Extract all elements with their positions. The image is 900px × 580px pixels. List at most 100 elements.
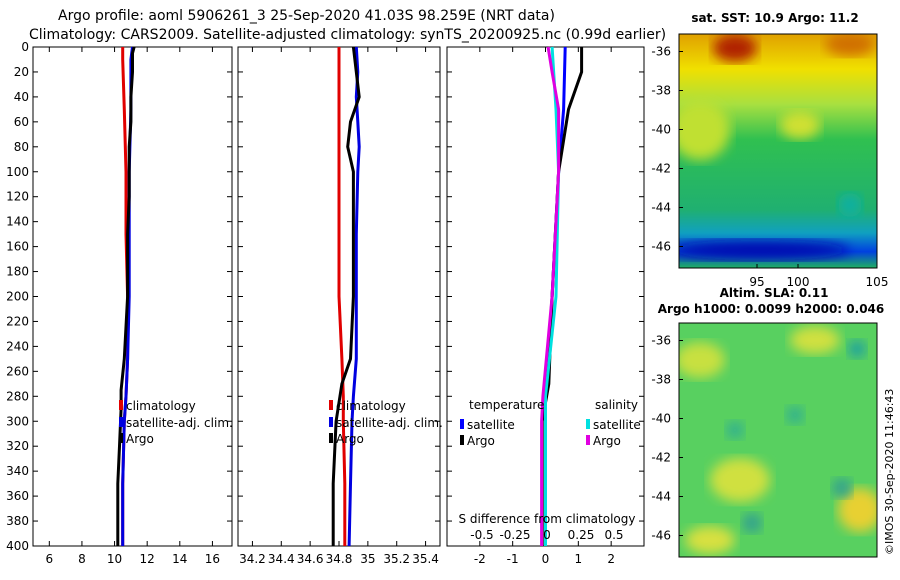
plot-frame (32, 46, 233, 547)
x-tick-label: -1 (507, 552, 519, 566)
y-tick-label: 300 (6, 414, 29, 428)
legend-swatch (119, 417, 123, 427)
x-tick-label: 10 (107, 552, 122, 566)
legend-swatch (586, 419, 590, 429)
y-tick-label: 240 (6, 339, 29, 353)
map-y-tick-label: -36 (651, 334, 671, 348)
y-tick-label: 180 (6, 265, 29, 279)
y-tick-label: 60 (14, 115, 29, 129)
legend-label: climatology (336, 399, 406, 413)
legend-label: satellite-adj. clim. (126, 416, 233, 430)
legend-swatch (460, 419, 464, 429)
map-x-tick-label: 105 (866, 275, 889, 289)
map-x-tick-label: 100 (787, 275, 810, 289)
x-tick-label: 35 (360, 552, 375, 566)
x-tick-label: 34.2 (239, 552, 266, 566)
sst-map-image (679, 34, 877, 268)
y-tick-label: 280 (6, 389, 29, 403)
secondary-tick-label: 0 (543, 528, 551, 542)
legend-label: Argo (336, 432, 364, 446)
series-line (347, 46, 361, 547)
y-tick-label: 40 (14, 90, 29, 104)
legend-label: climatology (126, 399, 196, 413)
map-y-tick-label: -44 (651, 490, 671, 504)
salinity-panel: 34.2 34.4 34.6 34.8 35 35.2 35.4 climatology sat… (237, 46, 443, 566)
legend-label: satellite-adj. clim. (336, 416, 443, 430)
y-tick-label: 400 (6, 539, 29, 553)
x-tick-label: 16 (205, 552, 220, 566)
y-tick-label: 0 (21, 40, 29, 54)
legend-label: Argo (593, 434, 621, 448)
x-tick-label: 14 (172, 552, 187, 566)
map-y-tick-label: -42 (651, 162, 671, 176)
secondary-tick-label: -0.25 (499, 528, 530, 542)
y-tick-label: 100 (6, 165, 29, 179)
legend-label: satellite (593, 418, 641, 432)
legend-swatch (586, 435, 590, 445)
header-title: Argo profile: aoml 5906261_3 25-Sep-2020… (58, 8, 555, 24)
map-y-tick-label: -38 (651, 84, 671, 98)
x-tick-label: 35.4 (412, 552, 439, 566)
y-tick-label: 160 (6, 240, 29, 254)
x-tick-label: 2 (607, 552, 615, 566)
legend-swatch (329, 417, 333, 427)
secondary-tick-label: 0.5 (604, 528, 623, 542)
x-tick-label: 34.6 (297, 552, 324, 566)
series-line (540, 46, 561, 546)
map-y-tick-label: -40 (651, 412, 671, 426)
secondary-axis-label: S difference from climatology (459, 512, 636, 526)
y-tick-label: 140 (6, 215, 29, 229)
x-tick-label: -2 (474, 552, 486, 566)
y-tick-label: 340 (6, 464, 29, 478)
y-tick-label: 220 (6, 314, 29, 328)
y-tick-label: 360 (6, 489, 29, 503)
legend-label: satellite (467, 418, 515, 432)
x-tick-label: 8 (78, 552, 86, 566)
series-line (337, 47, 347, 546)
sla-map-image (679, 323, 877, 557)
map-y-tick-label: -46 (651, 529, 671, 543)
temperature-panel: 0 20 40 60 80 100 120 140 160 180 200 220 240 260 280 3… (6, 40, 233, 566)
y-tick-label: 20 (14, 65, 29, 79)
secondary-tick-label: -0.5 (470, 528, 493, 542)
legend-swatch (329, 400, 333, 410)
legend-swatch (119, 433, 123, 443)
secondary-tick-label: 0.25 (568, 528, 595, 542)
legend-title-temperature: temperature (469, 398, 544, 412)
y-tick-label: 200 (6, 290, 29, 304)
map-y-tick-label: -46 (651, 240, 671, 254)
legend-title-salinity: salinity (595, 398, 638, 412)
y-tick-label: 80 (14, 140, 29, 154)
y-tick-label: 320 (6, 439, 29, 453)
series-line (544, 46, 561, 546)
legend-label: Argo (467, 434, 495, 448)
x-tick-label: 35.2 (383, 552, 410, 566)
sst-map-title: sat. SST: 10.9 Argo: 11.2 (691, 11, 858, 25)
y-tick-label: 380 (6, 514, 29, 528)
sla-map-title: Altim. SLA: 0.11 (720, 286, 829, 300)
map-y-tick-label: -44 (651, 201, 671, 215)
legend-swatch (460, 435, 464, 445)
x-tick-label: 6 (45, 552, 53, 566)
map-y-tick-label: -38 (651, 373, 671, 387)
difference-panel: -2 -1 0 1 2 temperature salinity satellite Argo s… (446, 46, 645, 566)
x-tick-label: 0 (542, 552, 550, 566)
series-line (116, 46, 136, 546)
x-tick-label: 34.4 (268, 552, 295, 566)
x-tick-label: 1 (575, 552, 583, 566)
map-x-tick-label: 95 (749, 275, 764, 289)
series-line (331, 46, 361, 546)
legend-label: Argo (126, 432, 154, 446)
sst-map-axes: -36 -38 -40 -42 -44 -46 95 100 105 (651, 45, 888, 290)
map-y-tick-label: -36 (651, 45, 671, 59)
imos-credit: ©IMOS 30-Sep-2020 11:46:43 (883, 389, 896, 555)
legend-swatch (119, 400, 123, 410)
y-tick-label: 260 (6, 364, 29, 378)
map-y-tick-label: -40 (651, 123, 671, 137)
sla-map-axes: -36 -38 -40 -42 -44 -46 (651, 334, 683, 543)
sla-map-subtitle: Argo h1000: 0.0099 h2000: 0.046 (658, 302, 885, 316)
legend-swatch (329, 433, 333, 443)
x-tick-label: 12 (140, 552, 155, 566)
header-subtitle: Climatology: CARS2009. Satellite-adjuste… (29, 27, 666, 43)
